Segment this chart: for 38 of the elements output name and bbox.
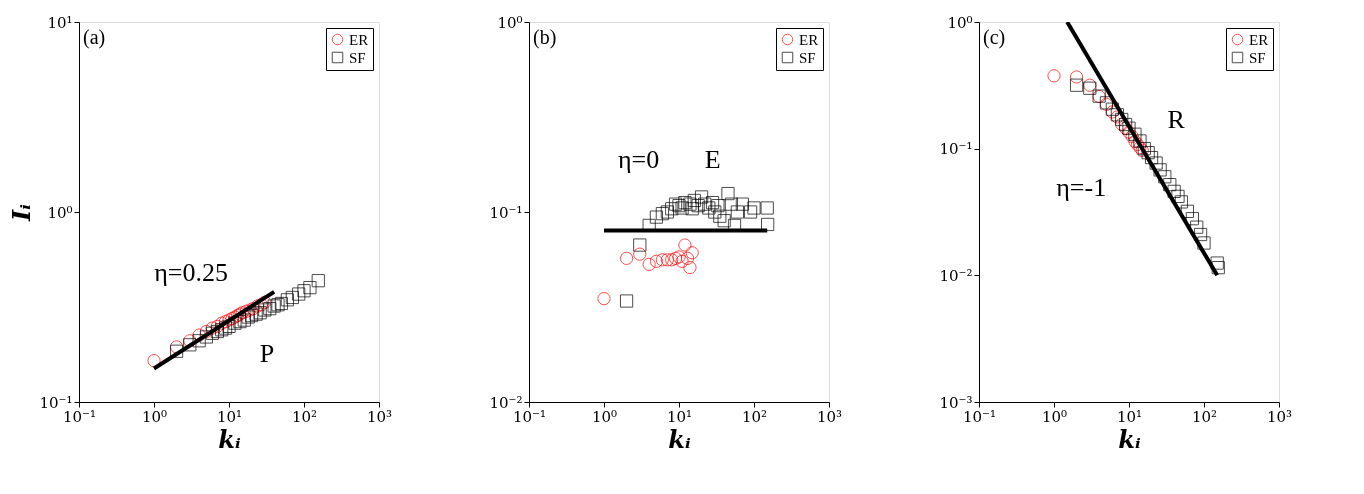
y-tick-label: 10⁰ (497, 13, 523, 32)
x-tick-label: 10³ (366, 407, 393, 426)
annotation: η=-1 (1056, 172, 1107, 202)
annotation: R (1167, 104, 1186, 134)
legend-label: ER (349, 31, 369, 48)
x-tick-label: 10² (1191, 407, 1218, 426)
x-tick-label: 10¹ (666, 407, 693, 426)
x-tick-label: 10² (741, 407, 768, 426)
annotation: η=0.25 (154, 258, 228, 288)
y-tick-label: 10⁰ (47, 203, 73, 222)
legend-label: ER (1249, 31, 1269, 48)
y-tick-label: 10¹ (47, 13, 73, 32)
x-axis-title: kᵢ (1118, 424, 1141, 454)
x-tick-label: 10⁰ (1041, 407, 1068, 426)
annotation: (a) (83, 26, 106, 49)
annotation: η=0 (617, 145, 660, 175)
x-tick-label: 10² (291, 407, 318, 426)
legend-label: SF (799, 49, 816, 66)
x-axis-title: kᵢ (668, 424, 691, 454)
annotation: P (259, 339, 275, 369)
x-tick-label: 10³ (1266, 407, 1293, 426)
y-tick-label: 10⁻¹ (489, 203, 523, 222)
legend-label: SF (1249, 49, 1266, 66)
y-tick-label: 10⁰ (947, 13, 973, 32)
annotation: E (704, 145, 721, 175)
x-tick-label: 10⁰ (591, 407, 618, 426)
x-tick-label: 10³ (816, 407, 843, 426)
legend-label: SF (349, 49, 366, 66)
x-axis-title: kᵢ (218, 424, 241, 454)
y-tick-label: 10⁻¹ (939, 140, 973, 159)
x-tick-label: 10¹ (1116, 407, 1143, 426)
legend-label: ER (799, 31, 819, 48)
x-tick-label: 10¹ (216, 407, 243, 426)
annotation: (b) (533, 26, 557, 49)
annotation: (c) (983, 26, 1006, 49)
x-tick-label: 10⁰ (141, 407, 168, 426)
y-axis-title: Iᵢ (7, 203, 37, 222)
y-tick-label: 10⁻² (939, 266, 973, 285)
